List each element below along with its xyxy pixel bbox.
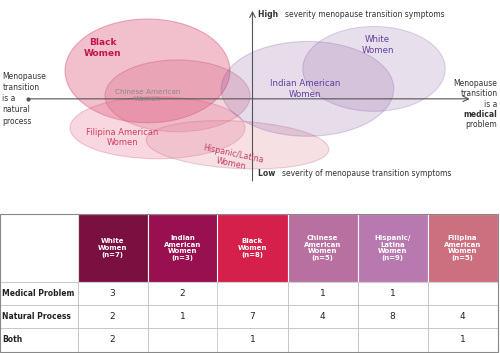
- Ellipse shape: [303, 26, 446, 111]
- Bar: [0, 282, 78, 305]
- Bar: [0, 328, 78, 352]
- Bar: [288, 305, 358, 328]
- Bar: [148, 282, 218, 305]
- Text: Hispanic/Latina
Women: Hispanic/Latina Women: [200, 143, 264, 175]
- Text: Chinese
American
Women
(n=5): Chinese American Women (n=5): [304, 235, 341, 261]
- Bar: [78, 328, 148, 352]
- Text: 3: 3: [110, 289, 116, 298]
- Text: 1: 1: [180, 312, 186, 321]
- Bar: [148, 214, 218, 282]
- Text: Filipina
American
Women
(n=5): Filipina American Women (n=5): [444, 235, 481, 261]
- Ellipse shape: [70, 97, 245, 159]
- Text: transition: transition: [460, 89, 498, 98]
- Text: Black
Women
(n=8): Black Women (n=8): [238, 238, 267, 258]
- Bar: [358, 328, 428, 352]
- Text: severity menopause transition symptoms: severity menopause transition symptoms: [285, 10, 444, 19]
- Bar: [148, 305, 218, 328]
- Bar: [358, 282, 428, 305]
- Text: Low: Low: [258, 169, 278, 178]
- Text: is a: is a: [484, 100, 498, 109]
- Text: Black
Women: Black Women: [84, 38, 122, 58]
- Bar: [218, 305, 288, 328]
- Text: White
Women: White Women: [361, 35, 394, 55]
- Text: Menopause: Menopause: [454, 79, 498, 88]
- Bar: [288, 282, 358, 305]
- Text: medical: medical: [464, 110, 498, 119]
- Text: 2: 2: [180, 289, 186, 298]
- Text: 1: 1: [250, 335, 256, 345]
- Bar: [0, 305, 78, 328]
- Bar: [428, 282, 498, 305]
- Ellipse shape: [105, 60, 250, 132]
- Bar: [78, 282, 148, 305]
- Ellipse shape: [146, 121, 329, 169]
- Text: High: High: [258, 10, 280, 19]
- Text: Indian
American
Women
(n=3): Indian American Women (n=3): [164, 235, 201, 261]
- Ellipse shape: [65, 19, 230, 123]
- Text: Both: Both: [2, 335, 23, 345]
- Bar: [148, 328, 218, 352]
- Text: Filipina American
Women: Filipina American Women: [86, 128, 158, 148]
- Bar: [428, 328, 498, 352]
- Text: 7: 7: [250, 312, 256, 321]
- Bar: [358, 214, 428, 282]
- Text: 1: 1: [460, 335, 466, 345]
- Bar: [218, 328, 288, 352]
- Text: problem: problem: [466, 120, 498, 129]
- Bar: [428, 214, 498, 282]
- Text: White
Women
(n=7): White Women (n=7): [98, 238, 127, 258]
- Text: 1: 1: [390, 289, 396, 298]
- Text: severity of menopause transition symptoms: severity of menopause transition symptom…: [282, 169, 451, 178]
- Text: 2: 2: [110, 312, 116, 321]
- Text: Indian American
Women: Indian American Women: [270, 79, 340, 98]
- Bar: [428, 305, 498, 328]
- Bar: [78, 214, 148, 282]
- Bar: [0, 214, 78, 282]
- Text: 4: 4: [460, 312, 466, 321]
- Text: Medical Problem: Medical Problem: [2, 289, 75, 298]
- Text: Chinese American
Women: Chinese American Women: [115, 89, 180, 102]
- Ellipse shape: [221, 41, 394, 136]
- Text: 1: 1: [320, 289, 326, 298]
- Bar: [358, 305, 428, 328]
- Text: 2: 2: [110, 335, 116, 345]
- Text: 4: 4: [320, 312, 326, 321]
- Text: Hispanic/
Latina
Women
(n=9): Hispanic/ Latina Women (n=9): [374, 235, 410, 261]
- Bar: [218, 282, 288, 305]
- Bar: [218, 214, 288, 282]
- Bar: [288, 328, 358, 352]
- Bar: [288, 214, 358, 282]
- Text: Menopause
transition
is a
natural
process: Menopause transition is a natural proces…: [2, 72, 46, 126]
- Bar: [78, 305, 148, 328]
- Text: 8: 8: [390, 312, 396, 321]
- Text: Natural Process: Natural Process: [2, 312, 71, 321]
